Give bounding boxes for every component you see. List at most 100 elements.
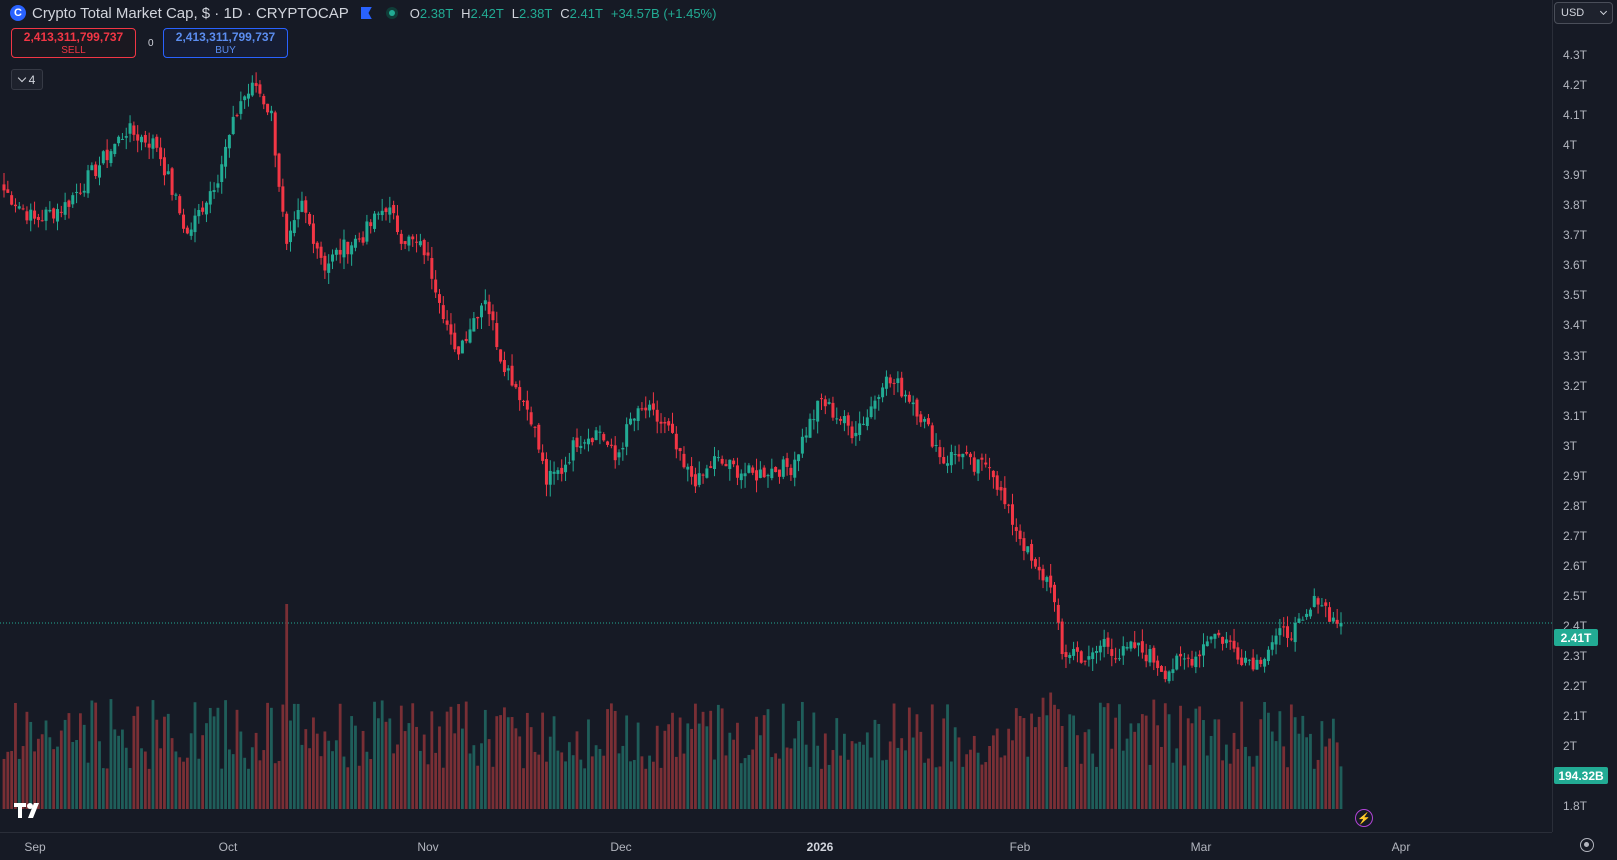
volume-bar — [892, 703, 896, 809]
volume-bar — [1060, 725, 1064, 809]
volume-bar — [342, 756, 346, 809]
market-status-icon[interactable] — [385, 7, 398, 19]
volume-bar — [2, 758, 6, 809]
candle-body — [923, 418, 927, 422]
volume-bar — [904, 750, 907, 809]
volume-bar — [281, 704, 285, 809]
candle-body — [25, 211, 29, 221]
volume-bar — [1278, 711, 1282, 809]
volume-bar — [995, 728, 999, 809]
symbol-title[interactable]: Crypto Total Market Cap, $ · 1D · CRYPTO… — [32, 4, 349, 22]
volume-bar — [220, 768, 224, 809]
candle-body — [1274, 635, 1278, 645]
volume-bar — [59, 730, 63, 809]
volume-bar — [1312, 768, 1316, 809]
volume-bar — [949, 761, 953, 809]
volume-bar — [128, 767, 132, 809]
buy-button[interactable]: 2,413,311,799,737 BUY — [163, 28, 288, 58]
candle-body — [162, 157, 166, 176]
volume-bar — [1140, 714, 1144, 809]
candle-body — [1010, 504, 1014, 525]
volume-bar — [63, 719, 67, 809]
volume-bar — [1286, 767, 1289, 809]
candle-body — [1106, 637, 1110, 647]
candle-body — [1251, 657, 1255, 670]
sell-button[interactable]: 2,413,311,799,737 SELL — [11, 28, 136, 58]
candle-body — [1167, 671, 1171, 682]
candle-body — [292, 220, 296, 234]
settings-gear-icon[interactable] — [1580, 838, 1594, 852]
volume-bar — [739, 763, 743, 809]
candle-body — [140, 136, 144, 143]
volume-bar — [1125, 738, 1129, 809]
lightning-icon[interactable]: ⚡ — [1355, 809, 1373, 827]
candle-body — [655, 409, 659, 422]
volume-bar — [732, 739, 736, 809]
x-tick-label: Apr — [1391, 840, 1411, 854]
volume-bar — [36, 738, 40, 809]
candle-body — [888, 377, 892, 384]
x-tick-label: Dec — [610, 840, 632, 854]
candle-body — [1255, 659, 1259, 670]
volume-bar — [778, 758, 781, 809]
candle-body — [151, 138, 155, 149]
indicators-toggle[interactable]: 4 — [11, 69, 43, 90]
volume-bar — [697, 723, 701, 809]
volume-bar — [1079, 763, 1083, 809]
candle-body — [865, 417, 869, 426]
volume-bar — [1289, 704, 1293, 809]
volume-bar — [476, 765, 480, 809]
volume-bar — [430, 711, 434, 809]
volume-bar — [1137, 723, 1140, 809]
volume-bar — [1167, 714, 1171, 809]
candle-body — [877, 397, 881, 399]
tradingview-logo-icon[interactable] — [12, 800, 46, 820]
volume-bar — [632, 759, 636, 809]
volume-bar — [671, 712, 674, 809]
volume-bar — [839, 755, 842, 809]
volume-bar — [10, 751, 14, 809]
candle-body — [174, 194, 178, 196]
volume-bar — [338, 703, 342, 809]
volume-bar — [334, 740, 338, 809]
candle-body — [728, 459, 732, 469]
candle-body — [1198, 654, 1202, 657]
volume-bar — [969, 749, 972, 809]
volume-bar — [1190, 723, 1194, 809]
volume-bar — [82, 724, 86, 809]
candle-body — [659, 421, 663, 424]
candle-body — [713, 456, 717, 470]
price-axis[interactable]: 4.3T 4.2T 4.1T 4T 3.9T 3.8T 3.7T 3.6T 3.5T 3.4T 3.… — [1552, 0, 1617, 832]
candle-body — [586, 438, 590, 445]
volume-bar — [79, 713, 82, 809]
volume-bar — [888, 741, 892, 809]
candle-body — [1064, 652, 1068, 657]
volume-bar — [143, 751, 147, 809]
volume-bar — [369, 759, 373, 809]
candle-body — [48, 209, 52, 212]
volume-bar — [403, 731, 407, 809]
volume-bar — [579, 759, 583, 809]
candle-body — [1324, 602, 1328, 606]
candle-body — [953, 454, 957, 456]
candle-body — [453, 332, 457, 350]
currency-select[interactable]: USD — [1554, 2, 1613, 24]
y-tick-label: 2.7T — [1563, 528, 1588, 543]
volume-bar — [361, 730, 365, 809]
candle-body — [399, 233, 403, 244]
candle-body — [1286, 626, 1290, 638]
candle-body — [296, 210, 300, 220]
volume-bar — [701, 711, 705, 809]
flag-icon[interactable] — [360, 7, 372, 19]
candle-body — [1121, 646, 1125, 656]
volume-bar — [376, 718, 380, 809]
candle-body — [1186, 657, 1190, 659]
volume-bar — [655, 725, 659, 809]
price-chart[interactable] — [0, 0, 1552, 832]
time-axis[interactable]: Sep Oct Nov Dec 2026 Feb Mar Apr — [0, 832, 1552, 860]
candle-body — [197, 210, 201, 217]
volume-bar — [1228, 763, 1232, 809]
volume-bar — [6, 751, 10, 809]
volume-bar — [617, 753, 621, 809]
candle-body — [949, 451, 953, 466]
